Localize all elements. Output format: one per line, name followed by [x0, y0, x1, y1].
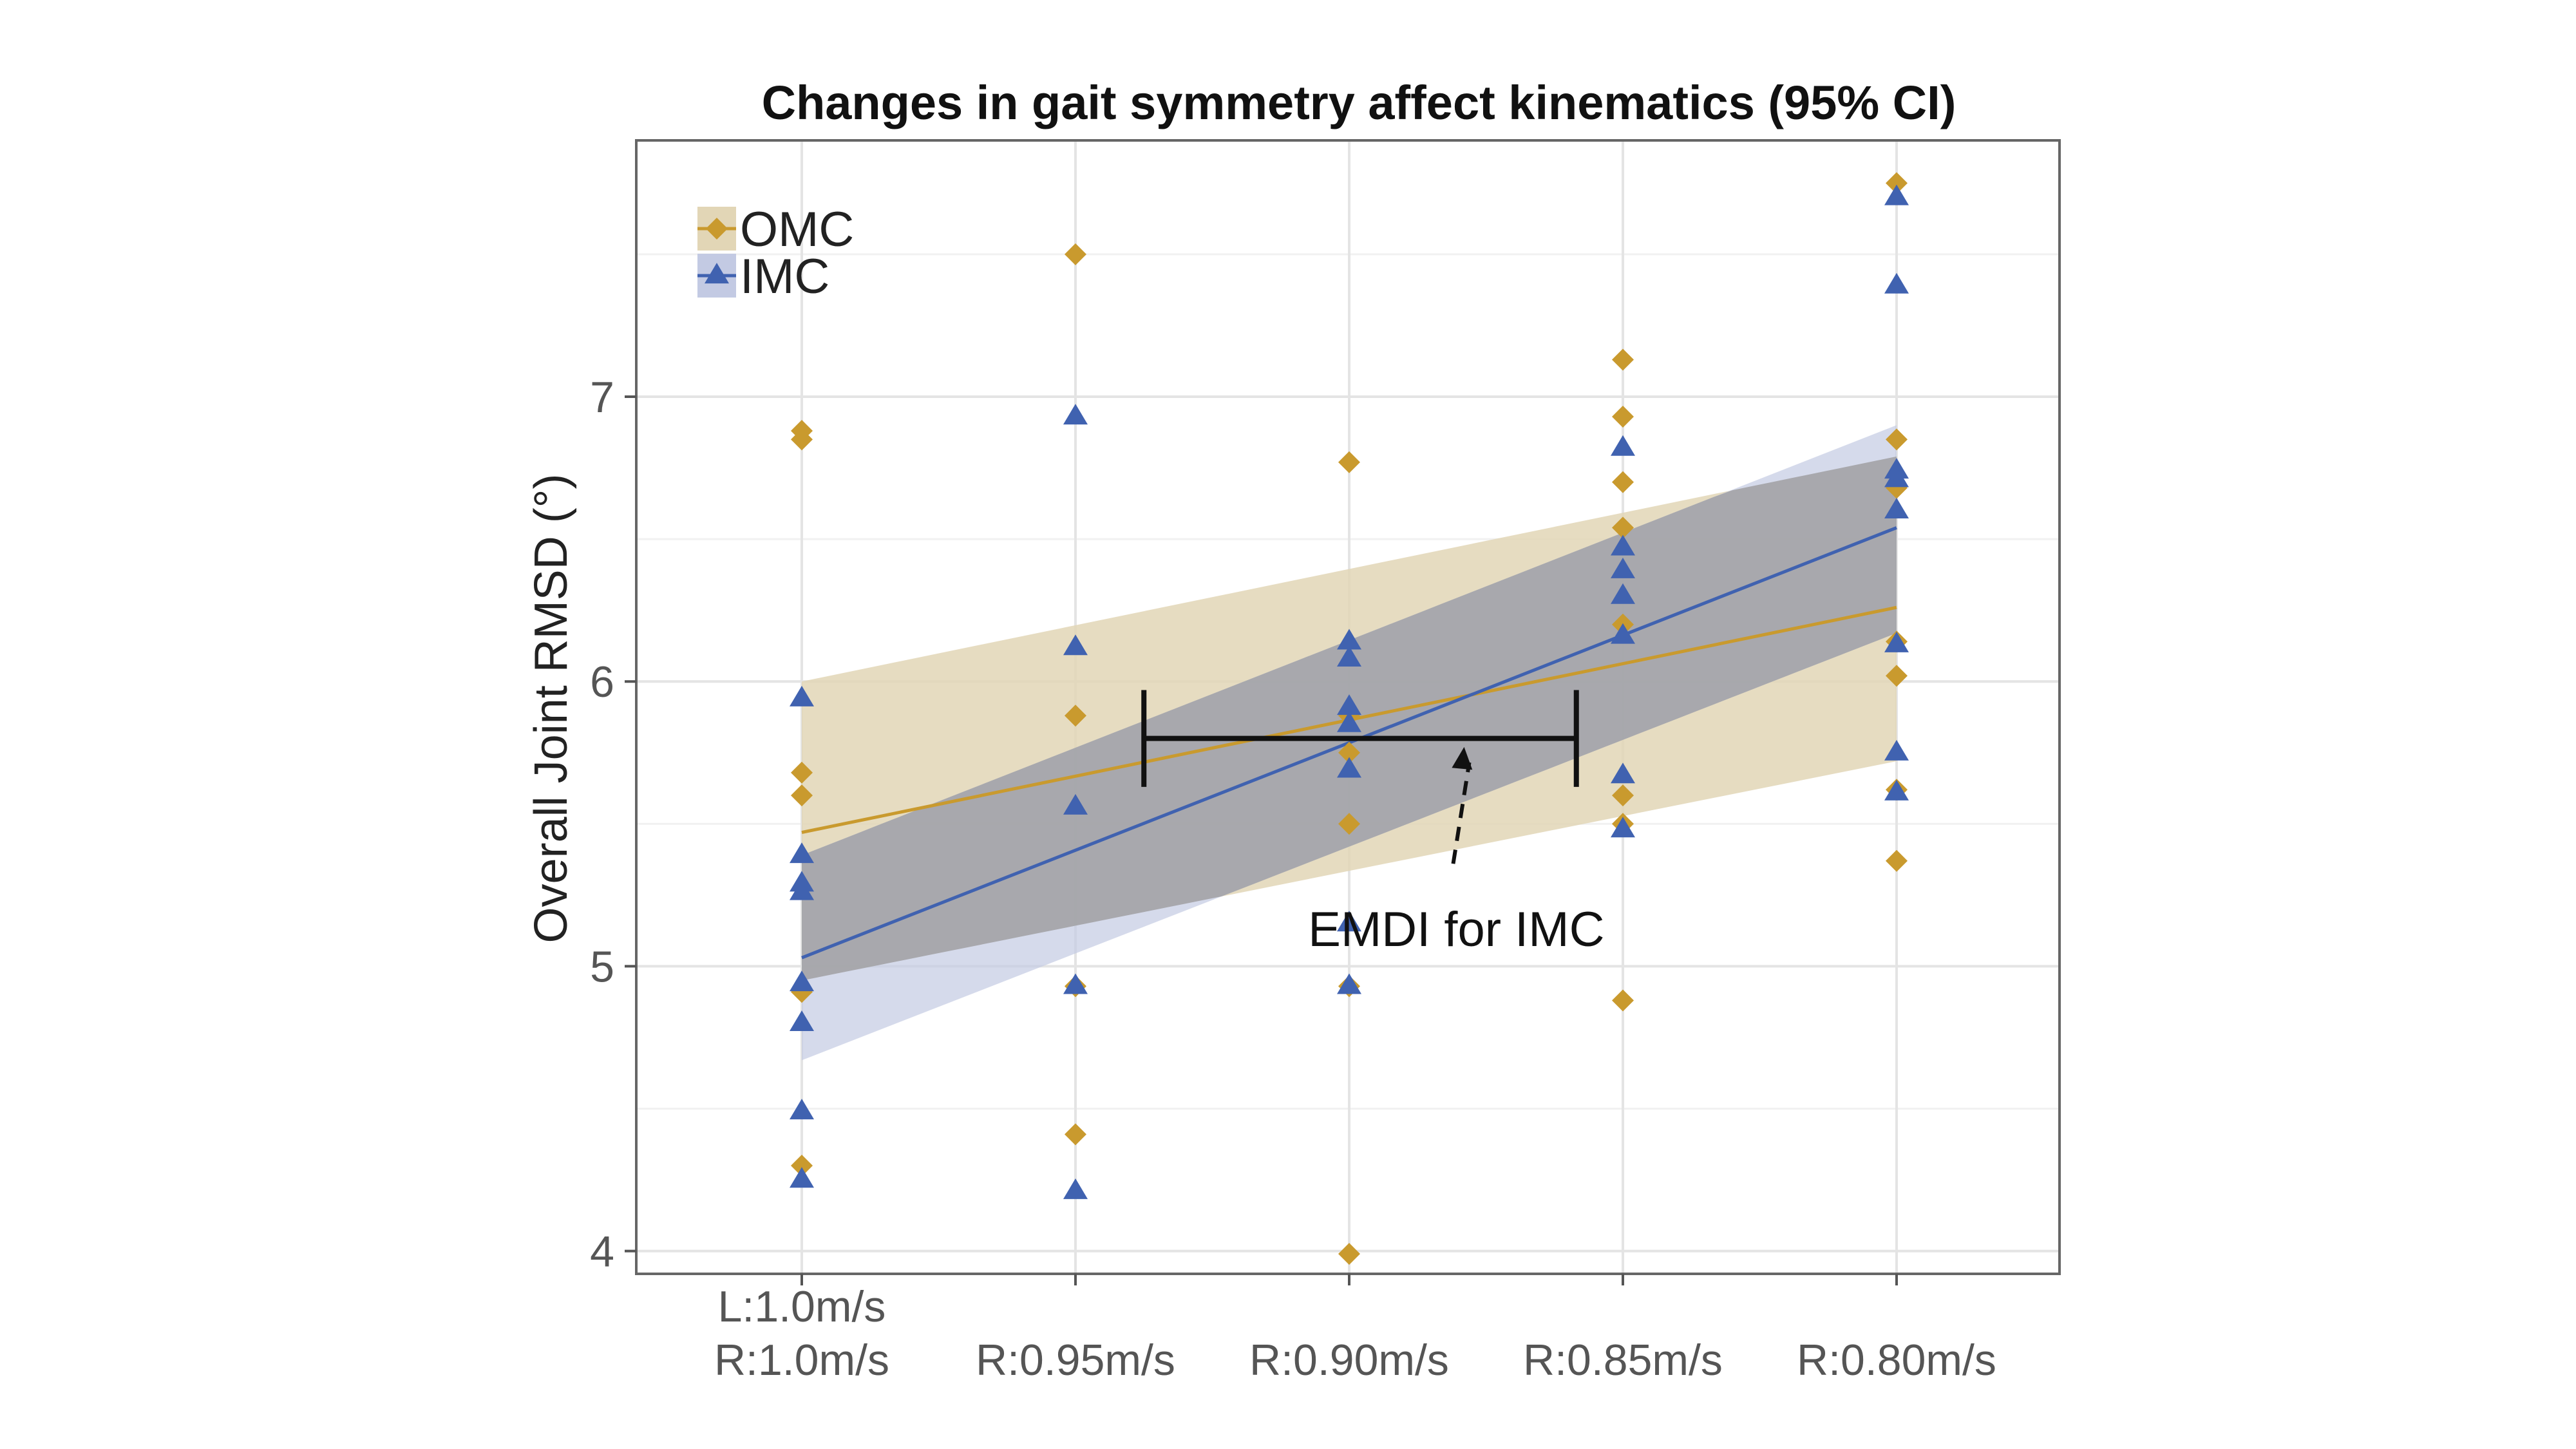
data-point-imc	[1063, 404, 1088, 425]
data-point-omc	[1886, 849, 1908, 872]
data-point-imc	[1337, 694, 1361, 715]
data-point-imc	[1884, 631, 1909, 652]
data-point-imc	[790, 842, 814, 864]
data-point-omc	[1338, 451, 1360, 473]
x-tick-label: L:1.0m/s	[718, 1282, 886, 1331]
data-point-omc	[1612, 405, 1634, 428]
chart-title: Changes in gait symmetry affect kinemati…	[762, 76, 1956, 129]
data-point-imc	[1884, 184, 1909, 205]
emdi-arrow-line	[1451, 762, 1472, 864]
emdi-arrow-head	[1452, 746, 1473, 770]
x-axis: L:1.0m/s R:1.0m/s R:0.95m/s R:0.90m/s R:0.85…	[714, 1274, 1996, 1385]
data-point-omc	[1612, 989, 1634, 1012]
data-point-imc	[1611, 762, 1635, 784]
data-point-imc	[1884, 739, 1909, 761]
data-point-imc	[1337, 645, 1361, 667]
legend-marker-omc	[706, 218, 728, 240]
data-point-imc	[790, 1010, 814, 1032]
data-point-omc	[1612, 471, 1634, 493]
legend-label-omc: OMC	[740, 202, 854, 257]
data-point-imc	[1884, 498, 1909, 519]
data-point-imc	[790, 971, 814, 992]
data-point-imc	[1611, 583, 1635, 604]
data-point-omc	[1886, 665, 1908, 687]
data-point-omc	[1065, 243, 1086, 265]
data-point-imc	[1611, 557, 1635, 578]
data-point-imc	[1063, 1178, 1088, 1199]
emdi-label: EMDI for IMC	[1308, 902, 1604, 957]
data-point-imc	[1611, 623, 1635, 644]
data-point-imc	[1337, 911, 1361, 932]
data-point-omc	[791, 784, 813, 807]
data-point-imc	[1063, 973, 1088, 994]
data-point-omc	[791, 1154, 813, 1177]
legend-marker-imc	[705, 263, 729, 284]
data-point-imc	[1337, 973, 1361, 994]
data-point-imc	[1884, 272, 1909, 294]
data-point-imc	[790, 879, 814, 900]
x-tick-label: R:1.0m/s	[714, 1336, 889, 1385]
data-point-omc	[1886, 428, 1908, 451]
data-point-imc	[1611, 435, 1635, 456]
data-point-imc	[790, 1099, 814, 1120]
data-point-omc	[1612, 784, 1634, 807]
data-point-imc	[1611, 535, 1635, 556]
legend-label-imc: IMC	[740, 249, 829, 304]
data-point-omc	[1338, 1243, 1360, 1265]
plot-area: EMDI for IMC	[635, 139, 2061, 1275]
data-point-omc	[1886, 172, 1908, 194]
data-point-omc	[1612, 348, 1634, 371]
x-tick-label: R:0.80m/s	[1797, 1336, 1996, 1385]
data-point-imc	[790, 1167, 814, 1188]
data-point-omc	[1065, 1123, 1086, 1146]
data-point-imc	[1884, 466, 1909, 488]
y-axis-label: Overall Joint RMSD (°)	[526, 474, 577, 943]
emdi-annotation: EMDI for IMC	[1141, 690, 1604, 957]
data-point-imc	[1884, 779, 1909, 800]
data-point-imc	[1063, 793, 1088, 815]
data-point-omc	[1065, 705, 1086, 727]
data-points	[790, 172, 1909, 1265]
data-point-omc	[791, 761, 813, 784]
y-axis: 4 5 6 7	[590, 373, 636, 1276]
data-point-omc	[1338, 813, 1360, 835]
y-tick-label: 6	[590, 658, 614, 706]
y-tick-label: 7	[590, 373, 614, 422]
data-point-imc	[1337, 629, 1361, 650]
y-tick-label: 5	[590, 942, 614, 991]
x-tick-label: R:0.90m/s	[1249, 1336, 1449, 1385]
x-tick-label: R:0.95m/s	[976, 1336, 1175, 1385]
data-point-omc	[791, 428, 813, 451]
x-tick-label: R:0.85m/s	[1523, 1336, 1723, 1385]
data-point-imc	[1337, 711, 1361, 732]
y-tick-label: 4	[590, 1227, 614, 1276]
data-point-imc	[1337, 757, 1361, 778]
data-point-imc	[1063, 634, 1088, 656]
data-point-omc	[1612, 516, 1634, 539]
data-point-imc	[1611, 817, 1635, 838]
data-point-omc	[1338, 741, 1360, 764]
data-point-imc	[790, 685, 814, 706]
